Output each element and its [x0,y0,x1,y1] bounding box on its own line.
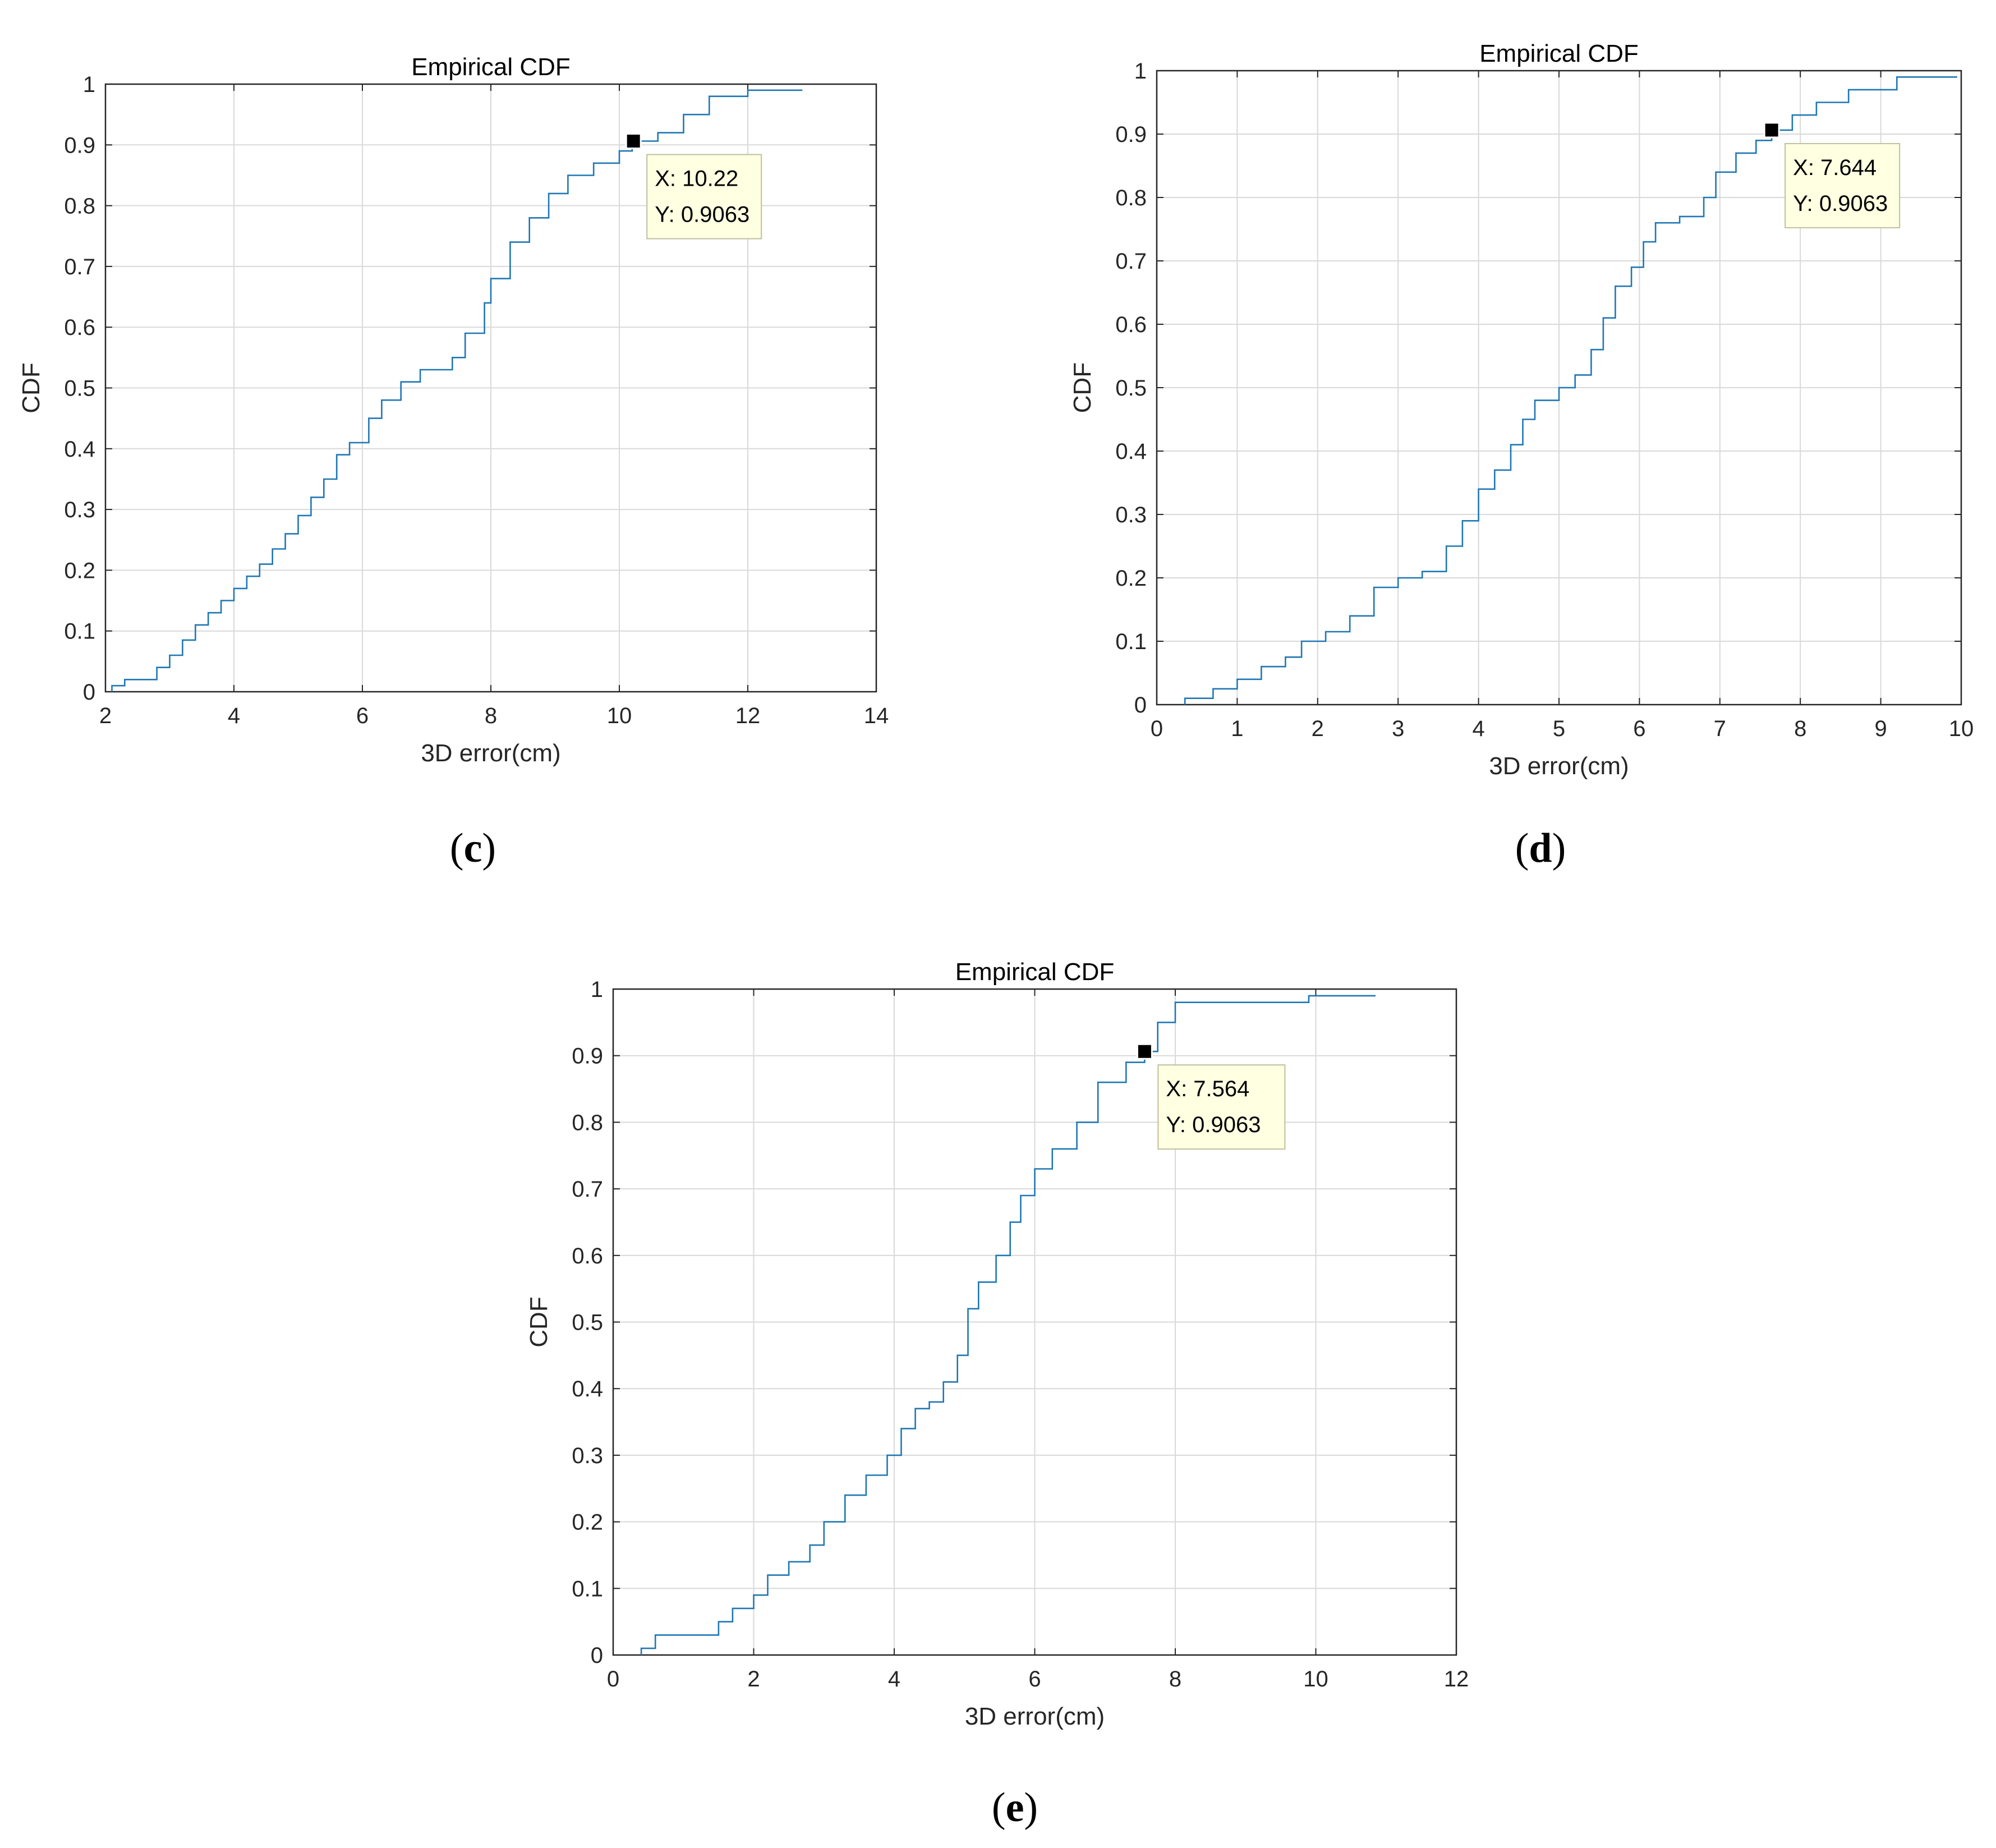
datatip-marker [1136,1043,1153,1060]
caption-c-letter: c [463,825,482,871]
x-tick-label: 4 [228,704,240,728]
datatip-box [1157,1064,1286,1150]
x-tick-label: 8 [1794,716,1806,741]
x-tick-label: 4 [888,1667,900,1691]
y-tick-label: 0.6 [1115,312,1147,337]
datatip-x-value: X: 7.564 [1166,1077,1249,1101]
y-tick-label: 0.5 [1115,376,1147,401]
datatip-box [1785,142,1901,228]
x-axis-label: 3D error(cm) [421,739,560,767]
y-tick-label: 0.4 [572,1377,603,1401]
datatip-y-value: Y: 0.9063 [1166,1113,1261,1137]
y-tick-label: 0.9 [64,133,95,158]
x-axis-label: 3D error(cm) [965,1703,1105,1730]
y-tick-label: 0.1 [1115,629,1147,654]
chart-panel-d: 0 1 2 3 4 5 6 7 8 9 10 0 0.1 0.2 0.3 0.4 0.5 0.6 0.7 0.8 0.9… [1069,40,1974,780]
y-tick-label: 0.6 [64,315,95,340]
x-tick-label: 6 [1633,716,1645,741]
y-tick-label: 0.8 [1115,186,1147,210]
chart-title: Empirical CDF [955,958,1115,986]
y-tick-label: 0.8 [64,194,95,219]
y-tick-label: 0.2 [572,1510,603,1535]
y-tick-label: 0.2 [1115,566,1147,591]
y-tick-label: 0.5 [572,1311,603,1335]
caption-c: (c) [449,825,496,871]
x-tick-label: 12 [1444,1667,1469,1691]
chart-panel-e: 0 2 4 6 8 10 12 0 0.1 0.2 0.3 0.4 0.5 0.6 0.7 0.8 0.9 1 Em… [525,958,1469,1730]
x-tick-label: 2 [99,704,112,728]
datatip-y-value: Y: 0.9063 [1793,191,1888,216]
y-tick-label: 0 [591,1643,603,1668]
axes-box [104,83,877,693]
y-tick-label: 0 [1134,693,1147,718]
y-tick-label: 0.3 [64,498,95,522]
axes-box [1156,70,1962,706]
x-tick-label: 2 [747,1667,760,1691]
y-tick-label: 0.7 [1115,249,1147,274]
y-tick-label: 1 [1134,59,1147,84]
x-tick-label: 10 [1949,716,1974,741]
datatip-x-value: X: 7.644 [1793,155,1877,180]
x-tick-label: 0 [607,1667,619,1691]
chart-title: Empirical CDF [1479,40,1639,67]
y-tick-label: 1 [83,72,95,97]
x-tick-label: 2 [1312,716,1324,741]
cdf-step-line [1184,76,1957,705]
x-tick-label: 9 [1874,716,1887,741]
y-tick-label: 0.4 [1115,439,1147,464]
datatip-marker [625,132,642,149]
y-tick-label: 0.1 [64,619,95,644]
caption-e: (e) [991,1785,1038,1831]
y-tick-label: 0.6 [572,1244,603,1268]
x-tick-label: 8 [485,704,497,728]
axes-box [612,988,1457,1656]
x-tick-label: 10 [1303,1667,1328,1691]
y-tick-label: 0.3 [572,1444,603,1468]
x-tick-label: 4 [1472,716,1484,741]
y-tick-label: 0.5 [64,376,95,401]
y-tick-label: 0.7 [64,255,95,279]
x-tick-label: 3 [1392,716,1404,741]
y-axis-label: CDF [17,362,45,413]
x-tick-label: 14 [864,704,889,728]
chart-panel-c: 2 4 6 8 10 12 14 0 0.1 0.2 0.3 0.4 0.5 0.6 0.7 0.8 0.9 1 E… [17,53,889,767]
datatip-box [646,154,762,240]
x-tick-label: 5 [1553,716,1565,741]
x-tick-label: 12 [735,704,761,728]
y-tick-label: 0.4 [64,437,95,462]
caption-e-letter: e [1005,1785,1024,1831]
y-tick-label: 0.3 [1115,503,1147,527]
x-axis-label: 3D error(cm) [1489,752,1629,780]
y-axis-label: CDF [1069,362,1096,413]
y-tick-label: 0 [83,680,95,705]
y-tick-label: 0.9 [572,1044,603,1069]
y-tick-label: 0.2 [64,558,95,583]
datatip-marker [1763,122,1780,139]
x-tick-label: 6 [356,704,369,728]
cdf-step-line [640,995,1376,1655]
chart-title: Empirical CDF [411,53,571,81]
datatip-x-value: X: 10.22 [655,166,738,191]
caption-d-letter: d [1529,825,1552,871]
x-tick-label: 6 [1028,1667,1041,1691]
y-tick-label: 0.9 [1115,122,1147,147]
y-axis-label: CDF [525,1297,553,1347]
y-tick-label: 0.8 [572,1110,603,1135]
x-tick-label: 8 [1169,1667,1181,1691]
x-tick-label: 1 [1231,716,1243,741]
x-tick-label: 0 [1151,716,1163,741]
y-tick-label: 0.7 [572,1177,603,1202]
caption-d: (d) [1515,825,1566,871]
cdf-step-line [111,89,803,692]
x-tick-label: 7 [1714,716,1726,741]
x-tick-label: 10 [607,704,632,728]
datatip-y-value: Y: 0.9063 [655,202,749,227]
y-tick-label: 0.1 [572,1576,603,1601]
y-tick-label: 1 [591,977,603,1002]
